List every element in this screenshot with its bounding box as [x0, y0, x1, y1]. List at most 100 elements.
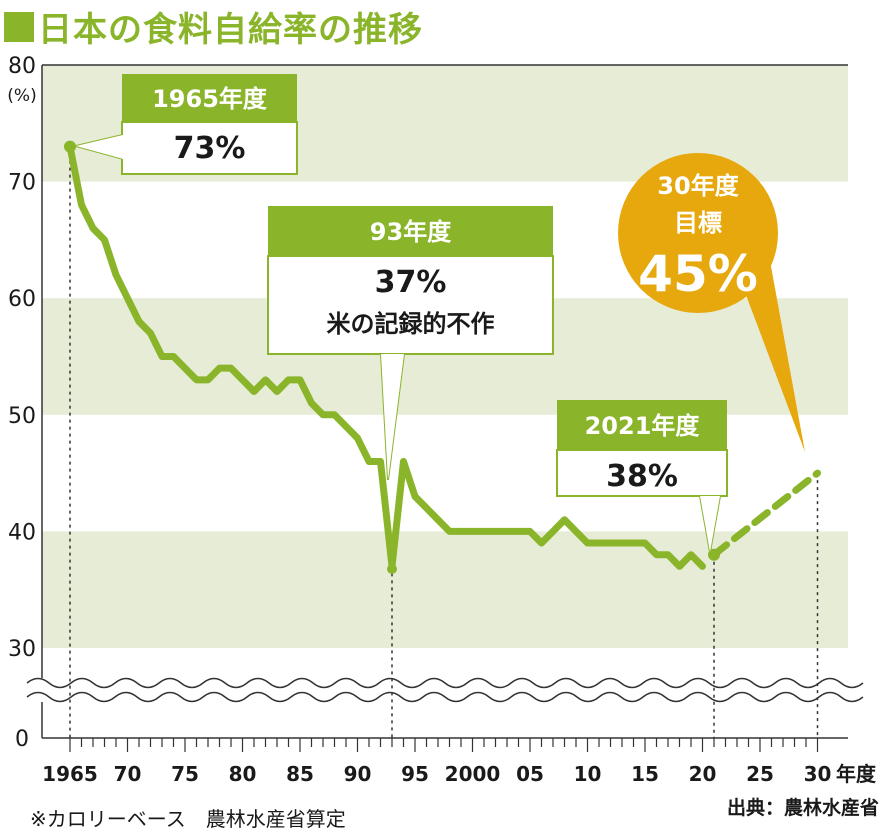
- callout-2021-header: [557, 400, 727, 450]
- target-bubble-tail: [746, 261, 805, 452]
- axis-break-line: [26, 691, 864, 703]
- data-point: [173, 356, 174, 357]
- data-point: [483, 530, 485, 532]
- data-point: [564, 519, 565, 521]
- x-tick-label: 85: [286, 762, 314, 786]
- x-axis-label: 年度: [836, 762, 877, 786]
- callout-1993-header: [268, 206, 553, 256]
- callout-2021-value-text: 38%: [606, 459, 678, 494]
- data-point: [104, 239, 105, 241]
- data-point: [690, 554, 692, 556]
- callout-1965-header-text: 1965年度: [152, 85, 268, 113]
- y-tick-label: 40: [8, 520, 36, 545]
- data-point: [92, 227, 94, 229]
- x-tick-label: 05: [516, 762, 544, 786]
- data-point: [702, 565, 703, 567]
- callout-1993-tail-fill: [381, 354, 404, 480]
- data-point: [610, 542, 611, 544]
- data-point: [633, 542, 634, 544]
- callout-1993-header-text: 93年度: [370, 218, 452, 246]
- data-point: [230, 367, 232, 369]
- data-point: [207, 379, 209, 381]
- data-point: [334, 414, 335, 416]
- data-point: [575, 530, 577, 532]
- x-tick-label: 25: [746, 762, 774, 786]
- callout-1993-value-text: 37%: [375, 265, 447, 300]
- x-tick-label: 2000: [445, 762, 501, 786]
- callout-2021-tail-fill: [700, 496, 720, 552]
- data-point: [380, 460, 381, 462]
- callout-1965-header: [122, 74, 297, 122]
- data-point: [506, 530, 508, 532]
- target-sub-text: 目標: [674, 209, 722, 237]
- data-point: [403, 460, 404, 462]
- callout-1965-value-text: 73%: [174, 131, 246, 166]
- highlight-point: [64, 140, 76, 153]
- data-point: [552, 530, 554, 532]
- footnote: ※カロリーベース 農林水産省算定: [30, 807, 346, 831]
- y-tick-label: 80: [8, 54, 36, 79]
- title-square-icon: [4, 11, 34, 42]
- data-point: [449, 530, 450, 532]
- data-point: [587, 542, 588, 544]
- data-point: [150, 332, 151, 334]
- data-point: [265, 379, 266, 381]
- y-tick-label: 60: [8, 287, 36, 312]
- x-tick-label: 1965: [42, 762, 98, 786]
- data-point: [414, 495, 416, 497]
- data-point: [299, 379, 301, 381]
- data-point: [621, 542, 623, 544]
- y-unit-label: (%): [7, 86, 36, 106]
- x-tick-label: 95: [401, 762, 429, 786]
- data-point: [127, 297, 128, 299]
- series-line-actual: [66, 143, 706, 570]
- data-point: [345, 425, 347, 427]
- x-tick-label: 75: [171, 762, 199, 786]
- data-point: [437, 519, 439, 521]
- grid-band: [42, 531, 848, 648]
- x-tick-label: 20: [689, 762, 717, 786]
- data-point: [219, 367, 220, 369]
- chart-title: 日本の食料自給率の推移: [4, 2, 423, 51]
- x-tick-label: 90: [344, 762, 372, 786]
- data-point: [598, 542, 600, 544]
- y-tick-label: 50: [8, 404, 36, 429]
- callout-1993-sub-text: 米の記録的不作: [327, 310, 495, 338]
- data-point: [184, 367, 186, 369]
- callout-2021-header-text: 2021年度: [585, 412, 701, 440]
- data-point: [529, 530, 531, 532]
- data-point: [276, 390, 278, 392]
- data-point: [518, 530, 519, 532]
- x-tick-label: 15: [631, 762, 659, 786]
- data-point: [311, 402, 312, 404]
- data-point: [196, 379, 197, 381]
- callout-1965-tail-fill: [76, 134, 127, 160]
- series-line-target: [710, 469, 821, 559]
- x-tick-label: 70: [114, 762, 142, 786]
- data-point: [115, 274, 117, 276]
- target-value-text: 45%: [638, 245, 758, 303]
- target-bubble: [618, 153, 778, 313]
- data-point: [288, 379, 289, 381]
- data-point: [138, 321, 140, 323]
- highlight-point: [387, 564, 397, 574]
- data-point: [495, 530, 496, 532]
- data-point: [472, 530, 473, 532]
- source-label: 出典：農林水産省: [726, 797, 879, 819]
- data-point: [667, 554, 669, 556]
- data-point: [679, 565, 680, 567]
- data-point: [426, 507, 427, 509]
- y-tick-label: 70: [8, 171, 36, 196]
- data-point: [161, 356, 163, 357]
- data-point: [81, 204, 82, 206]
- x-tick-label: 80: [229, 762, 257, 786]
- y-tick-label: 30: [8, 637, 36, 662]
- data-point: [253, 390, 255, 392]
- data-point: [460, 530, 462, 532]
- data-point: [242, 379, 243, 381]
- data-point: [541, 542, 542, 544]
- y-tick-label: 0: [15, 727, 29, 752]
- axis-break-gap: [26, 678, 864, 702]
- data-point: [656, 554, 657, 556]
